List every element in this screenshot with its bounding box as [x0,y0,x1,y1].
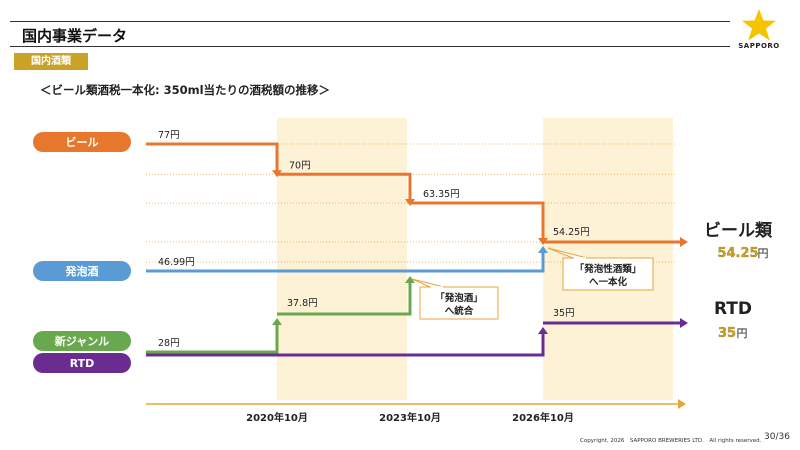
timeline-band-1 [277,118,407,400]
happoshu-arrow [538,246,548,253]
logo-text: SAPPORO [738,42,780,50]
beer-final-arrow [680,237,688,247]
header-rule-bottom [10,46,730,47]
shin-genre-value-label: 37.8円 [287,298,318,309]
beer-step-3 [410,201,545,240]
annotation-happoshu-pointer [411,278,445,288]
happoshu-line [146,251,545,273]
shin-genre-step-2 [277,281,412,316]
rtd-final-arrow [680,318,688,328]
rtd-line [146,332,545,357]
beer-value-label: 54.25円 [553,227,590,238]
result-value-beer: 54.25 [717,246,758,261]
series-pill-2 [33,261,131,281]
beer-step-1 [146,142,279,173]
series-pill-1 [33,132,131,152]
x-axis-arrow [678,399,686,409]
series-pill-label: RTD [70,357,95,370]
page-title: 国内事業データ [22,27,128,45]
x-tick-label: 2023年10月 [379,411,441,424]
series-pill-label: 発泡酒 [65,264,99,278]
chart-subtitle: ＜ビール類酒税一本化: 350ml当たりの酒税額の推移＞ [40,83,331,97]
shin-genre-value-label: 28円 [158,338,180,349]
copyright-text: Copyright, 2026 SAPPORO BREWERIES LTD. A… [580,438,762,444]
annotation-happoseishurui-box [562,257,654,291]
annotation-happoshu-box [419,286,499,320]
sapporo-logo: SAPPORO [736,8,782,56]
result-label-beer: ビール類 [704,221,773,241]
beer-value-label: 77円 [158,130,180,141]
star-icon [742,9,776,41]
rtd-value-label: 35円 [553,308,575,319]
result-unit-beer: 円 [758,247,769,260]
beer-step-2 [277,172,412,201]
series-pill-4 [33,353,131,373]
happoshu-value-label: 46.99円 [158,257,195,268]
annotation-happoseishurui-text: へ一本化 [589,276,628,288]
section-tag: 国内酒類 [14,53,88,70]
shin-genre-arrow-1 [272,318,282,325]
header-rule-top [10,21,730,22]
series-pill-3 [33,331,131,351]
x-tick-label: 2020年10月 [246,411,308,424]
result-label-rtd: RTD [714,299,752,319]
shin-genre-arrow-2 [405,276,415,283]
page-number: 30/36 [764,432,790,442]
series-pill-label: ビール [66,135,99,149]
rtd-arrow-up [538,327,548,334]
annotation-happoshu-text: へ統合 [445,305,474,317]
annotation-happoseishurui-text: 「発泡性酒類」 [575,263,642,275]
result-value-rtd: 35 [718,326,736,341]
beer-value-label: 70円 [289,160,311,171]
annotation-happoshu-text: 「発泡酒」 [435,292,483,304]
shin-genre-step-1 [146,323,279,354]
series-pill-label: 新ジャンル [55,334,109,348]
beer-value-label: 63.35円 [423,189,460,200]
result-unit-rtd: 円 [737,327,748,340]
x-tick-label: 2026年10月 [512,411,574,424]
